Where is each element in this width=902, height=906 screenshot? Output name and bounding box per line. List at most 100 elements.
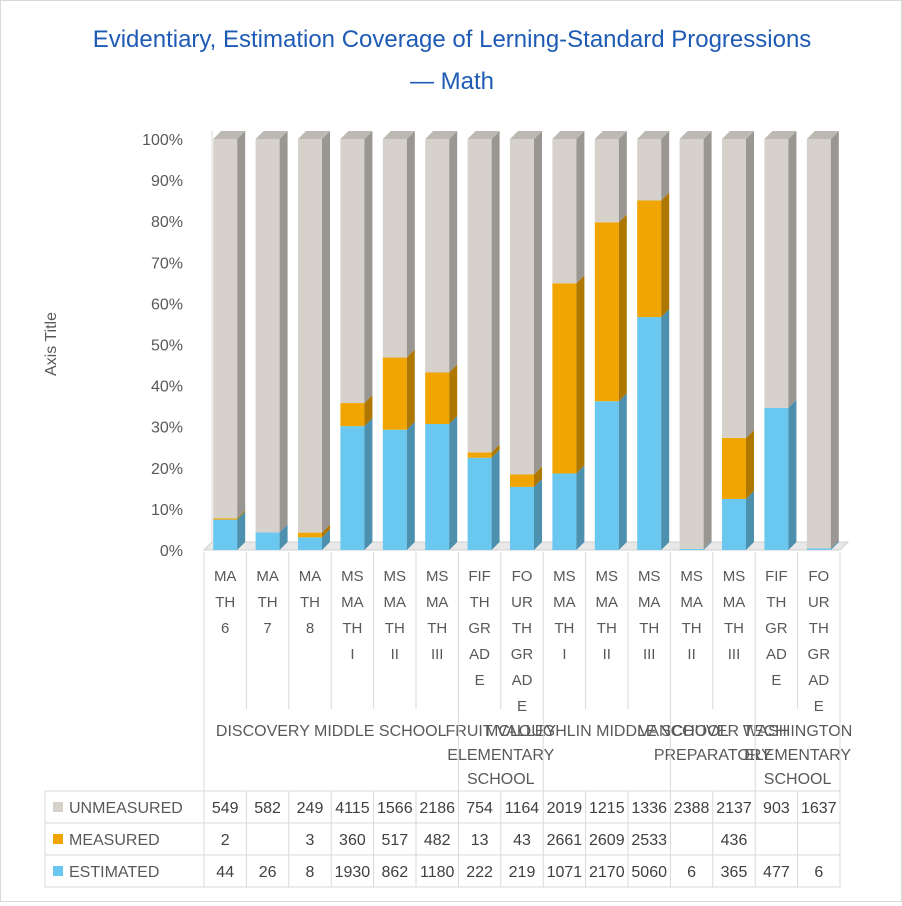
bar-segment-estimated — [382, 421, 415, 550]
category-label: TH — [427, 620, 447, 637]
y-tick-label: 90% — [151, 173, 183, 190]
category-label: III — [643, 646, 656, 663]
category-label: I — [350, 646, 354, 663]
data-label: 5060 — [631, 864, 667, 881]
category-label: GR — [808, 646, 831, 663]
data-label: 2 — [221, 832, 230, 849]
category-label: FIF — [468, 568, 491, 585]
data-label: 1071 — [547, 864, 583, 881]
category-label: MS — [638, 568, 661, 585]
group-label: SCHOOL — [764, 771, 832, 788]
category-label: MS — [680, 568, 703, 585]
data-label: 6 — [814, 864, 823, 881]
bar-segment-unmeasured — [425, 131, 458, 373]
data-label: 3 — [306, 832, 315, 849]
bar-segment-unmeasured — [552, 131, 585, 284]
data-label: 2170 — [589, 864, 625, 881]
bar-segment-estimated — [552, 465, 585, 550]
data-label: 1164 — [505, 800, 540, 817]
category-label: MA — [680, 594, 703, 611]
group-label: DISCOVERY MIDDLE SCHOOL — [216, 723, 447, 740]
data-label: 365 — [721, 864, 748, 881]
category-label: MA — [638, 594, 661, 611]
bar-segment-estimated — [594, 393, 627, 550]
data-label: 582 — [254, 800, 281, 817]
category-label: II — [391, 646, 399, 663]
legend-key — [53, 802, 63, 812]
category-label: MA — [256, 568, 279, 585]
category-label: TH — [554, 620, 574, 637]
bar-segment-estimated — [298, 529, 330, 550]
category-label: UR — [808, 594, 830, 611]
bars-layer — [213, 131, 839, 550]
bar-segment-measured — [340, 395, 373, 427]
bar-segment-measured — [298, 524, 330, 538]
category-label: MS — [723, 568, 746, 585]
category-label: TH — [809, 620, 829, 637]
bar-segment-unmeasured — [764, 131, 797, 408]
category-label: TH — [597, 620, 617, 637]
data-label: 2388 — [674, 800, 710, 817]
data-label: 43 — [513, 832, 531, 849]
bar-segment-unmeasured — [382, 131, 415, 358]
category-label: III — [431, 646, 444, 663]
data-table-layer: UNMEASURED 549 582 249 4115 1566 2186 754 1164 20… — [44, 552, 841, 888]
category-label: MA — [341, 594, 364, 611]
bar-segment-unmeasured — [255, 131, 288, 533]
data-label: 2609 — [589, 832, 625, 849]
category-label: II — [687, 646, 695, 663]
bar-segment-unmeasured — [679, 131, 712, 549]
category-label: TH — [215, 594, 235, 611]
data-label: 1930 — [335, 864, 371, 881]
data-label: 1180 — [420, 864, 455, 881]
category-label: MA — [553, 594, 576, 611]
bar-segment-estimated — [722, 490, 754, 550]
bar-segment-unmeasured — [298, 131, 330, 533]
bar-segment-estimated — [340, 418, 373, 550]
bar-segment-measured — [552, 275, 585, 474]
data-label: 26 — [259, 864, 277, 881]
chart-title-suffix: — Math — [410, 68, 494, 95]
category-label: 6 — [221, 620, 229, 637]
data-label: 517 — [381, 832, 408, 849]
category-label: FO — [512, 568, 533, 585]
chart-title: Evidentiary, Estimation Coverage of Lern… — [93, 26, 812, 53]
category-label: TH — [512, 620, 532, 637]
bar-segment-estimated — [425, 415, 458, 550]
category-label: MS — [596, 568, 619, 585]
data-label: 862 — [381, 864, 408, 881]
group-label: WASHINGTON — [743, 723, 852, 740]
data-label: 436 — [721, 832, 748, 849]
group-label: PREPARATORY — [654, 747, 772, 764]
data-label: 6 — [687, 864, 696, 881]
category-label: TH — [766, 594, 786, 611]
group-label: ELEMENTARY — [447, 747, 554, 764]
y-tick-label: 80% — [151, 214, 183, 231]
category-label: II — [603, 646, 611, 663]
data-label: 1336 — [631, 800, 667, 817]
y-tick-label: 70% — [151, 255, 183, 272]
data-label: 2661 — [547, 832, 583, 849]
data-label: 477 — [763, 864, 790, 881]
data-label: 2019 — [547, 800, 583, 817]
bar-segment-measured — [382, 349, 415, 430]
category-label: TH — [258, 594, 278, 611]
legend-entry: MEASURED — [69, 832, 160, 849]
legend-key — [53, 866, 63, 876]
bar-segment-measured — [594, 214, 627, 402]
data-label: 2186 — [419, 800, 455, 817]
bar-segment-unmeasured — [510, 131, 542, 475]
data-label: 1566 — [377, 800, 413, 817]
data-label: 2533 — [631, 832, 667, 849]
category-label: FIF — [765, 568, 788, 585]
legend-entry: ESTIMATED — [69, 864, 159, 881]
data-label: 2137 — [716, 800, 752, 817]
category-label: MA — [723, 594, 746, 611]
category-label: E — [475, 672, 485, 689]
category-label: GR — [765, 620, 788, 637]
data-label: 482 — [424, 832, 451, 849]
bar-segment-estimated — [467, 449, 500, 550]
bar-segment-unmeasured — [340, 131, 373, 404]
category-label: TH — [300, 594, 320, 611]
group-label: FRUIT VALLEY — [446, 723, 557, 740]
